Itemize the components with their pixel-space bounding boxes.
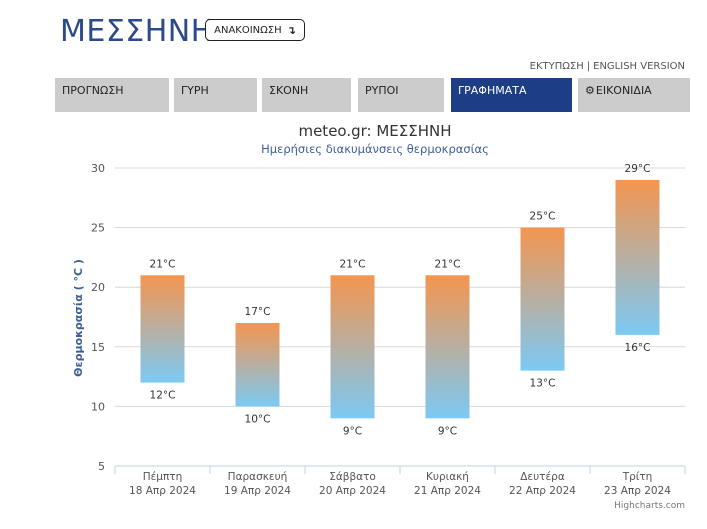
tab-forecast[interactable]: ΠΡΟΓΝΩΣΗ <box>55 78 169 112</box>
tab-dust[interactable]: ΣΚΟΝΗ <box>262 78 351 112</box>
y-tick-label: 30 <box>91 162 105 175</box>
low-temp-label: 10°C <box>245 413 271 425</box>
temperature-range-bar <box>235 322 280 407</box>
tab-pollutants-label: ΡΥΠΟΙ <box>365 84 399 97</box>
tab-charts-label: ΓΡΑΦΗΜΑΤΑ <box>458 84 527 97</box>
temperature-range-bar <box>520 227 565 371</box>
x-tick-label-day: Τρίτη <box>622 471 653 483</box>
print-link[interactable]: ΕΚΤΥΠΩΣΗ <box>529 61 584 72</box>
temperature-range-bar <box>615 179 660 335</box>
high-temp-label: 21°C <box>340 258 366 270</box>
x-tick-label-date: 19 Απρ 2024 <box>224 485 291 497</box>
low-temp-label: 12°C <box>150 390 176 402</box>
arrow-down-icon: ↴ <box>286 23 296 37</box>
y-tick-label: 20 <box>91 281 105 294</box>
x-tick-label-date: 23 Απρ 2024 <box>604 485 671 497</box>
temperature-range-bar <box>330 275 375 419</box>
low-temp-label: 13°C <box>530 378 556 390</box>
tab-dust-label: ΣΚΟΝΗ <box>269 84 309 97</box>
tab-forecast-label: ΠΡΟΓΝΩΣΗ <box>62 84 124 97</box>
x-tick-label-day: Πέμπτη <box>143 471 183 483</box>
temperature-range-bar <box>140 275 185 383</box>
low-temp-label: 9°C <box>343 425 362 437</box>
x-tick-label-day: Κυριακή <box>426 471 469 483</box>
low-temp-label: 9°C <box>438 425 457 437</box>
gear-icon: ⚙ <box>585 84 595 97</box>
x-tick-label-date: 21 Απρ 2024 <box>414 485 481 497</box>
tab-icons-label: ΕΙΚΟΝΙΔΙΑ <box>595 84 652 97</box>
y-tick-label: 10 <box>91 400 105 413</box>
top-links: ΕΚΤΥΠΩΣΗ | ENGLISH VERSION <box>530 61 685 72</box>
high-temp-label: 17°C <box>245 306 271 318</box>
low-temp-label: 16°C <box>625 342 651 354</box>
temperature-range-bar <box>425 275 470 419</box>
tab-pollen[interactable]: ΓΥΡΗ <box>174 78 257 112</box>
x-tick-label-day: Σάββατο <box>329 471 376 483</box>
high-temp-label: 25°C <box>530 211 556 223</box>
main-nav: ΠΡΟΓΝΩΣΗ ΓΥΡΗ ΣΚΟΝΗ ΡΥΠΟΙ ΓΡΑΦΗΜΑΤΑ ⚙ΕΙΚ… <box>55 78 690 112</box>
y-tick-label: 15 <box>91 341 105 354</box>
english-version-link[interactable]: ENGLISH VERSION <box>593 61 685 72</box>
credits-link[interactable]: Highcharts.com <box>614 501 685 511</box>
temperature-chart: 5 10 15 20 25 30 21°C 12°C Πέμπτη 18 Απρ 2024 17°… <box>0 118 707 525</box>
tab-charts[interactable]: ΓΡΑΦΗΜΑΤΑ <box>451 78 572 112</box>
tab-pollen-label: ΓΥΡΗ <box>181 84 209 97</box>
tab-pollutants[interactable]: ΡΥΠΟΙ <box>358 78 444 112</box>
x-tick-label-day: Δευτέρα <box>520 471 565 483</box>
y-tick-label: 5 <box>98 460 105 473</box>
y-axis-title: Θερμοκρασία ( °C ) <box>72 259 85 377</box>
high-temp-label: 21°C <box>435 258 461 270</box>
page-title: ΜΕΣΣΗΝΗ <box>60 14 214 49</box>
x-tick-label-day: Παρασκευή <box>228 471 288 483</box>
chart-svg: 5 10 15 20 25 30 21°C 12°C Πέμπτη 18 Απρ 2024 17°… <box>72 122 686 511</box>
chart-subtitle: Ημερήσιες διακυμάνσεις θερμοκρασίας <box>261 142 489 156</box>
x-tick-label-date: 18 Απρ 2024 <box>129 485 196 497</box>
high-temp-label: 29°C <box>625 163 651 175</box>
y-tick-label: 25 <box>91 222 105 235</box>
announcement-button[interactable]: ΑΝΑΚΟΙΝΩΣΗ ↴ <box>205 19 305 41</box>
tab-icons[interactable]: ⚙ΕΙΚΟΝΙΔΙΑ <box>578 78 690 112</box>
high-temp-label: 21°C <box>150 258 176 270</box>
announcement-label: ΑΝΑΚΟΙΝΩΣΗ <box>214 24 282 36</box>
x-tick-label-date: 22 Απρ 2024 <box>509 485 576 497</box>
x-tick-label-date: 20 Απρ 2024 <box>319 485 386 497</box>
link-separator: | <box>586 61 591 72</box>
chart-title: meteo.gr: ΜΕΣΣΗΝΗ <box>298 122 451 140</box>
